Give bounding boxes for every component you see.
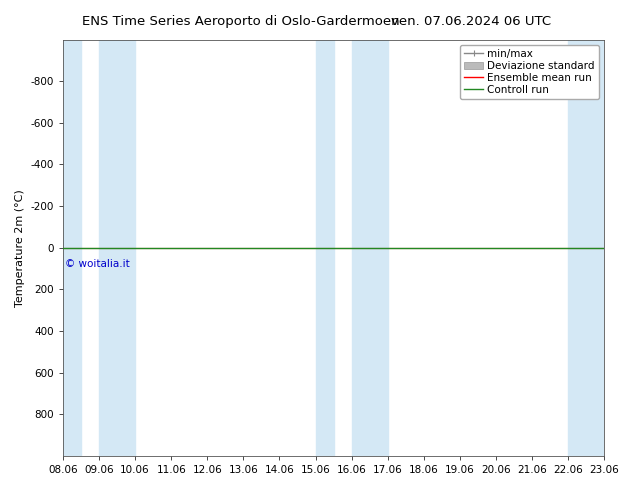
Bar [99,40,135,456]
Bar [352,40,387,456]
Bar [63,40,81,456]
Text: ENS Time Series Aeroporto di Oslo-Gardermoen: ENS Time Series Aeroporto di Oslo-Garder… [82,15,400,28]
Bar [316,40,333,456]
Bar [568,40,604,456]
Legend: min/max, Deviazione standard, Ensemble mean run, Controll run: min/max, Deviazione standard, Ensemble m… [460,45,599,99]
Text: © woitalia.it: © woitalia.it [65,259,129,269]
Y-axis label: Temperature 2m (°C): Temperature 2m (°C) [15,189,25,307]
Text: ven. 07.06.2024 06 UTC: ven. 07.06.2024 06 UTC [391,15,552,28]
